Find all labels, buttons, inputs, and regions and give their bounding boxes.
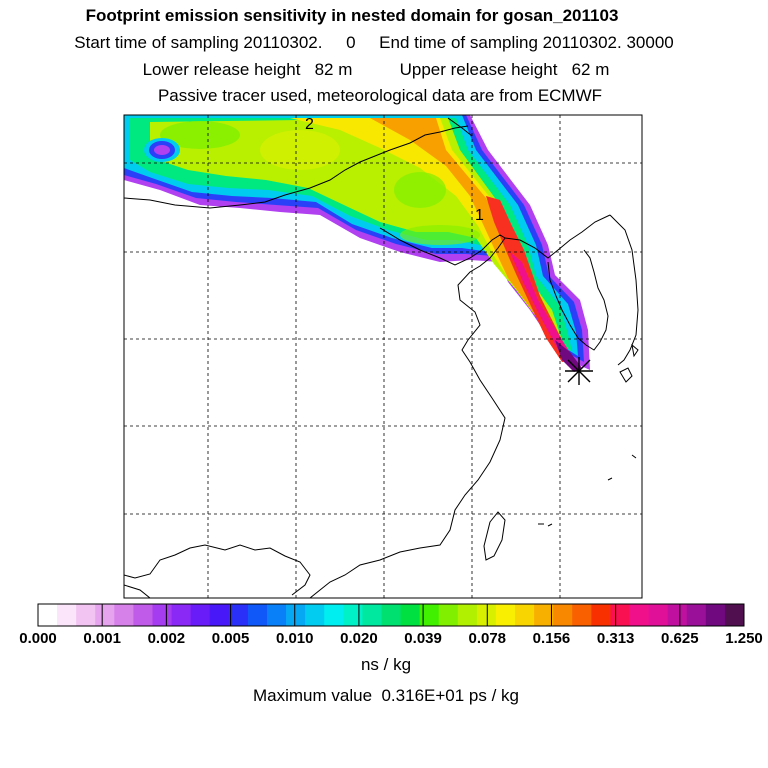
- figure-title: Footprint emission sensitivity in nested…: [85, 6, 619, 25]
- plume-blob: [260, 130, 340, 170]
- receptor-star-icon: [565, 357, 593, 385]
- footprint-plume: [124, 115, 590, 372]
- release-height-line: Lower release height 82 m Upper release …: [142, 60, 610, 79]
- border-line: [447, 117, 473, 137]
- plume-peak-contour: [555, 340, 582, 372]
- colorbar-cell: [667, 604, 688, 626]
- plume-blob: [160, 121, 240, 149]
- colorbar-tick-label: 0.001: [83, 630, 121, 647]
- colorbar: [37, 603, 745, 627]
- colorbar-cell: [419, 604, 440, 626]
- tracer-info-line: Passive tracer used, meteorological data…: [157, 86, 603, 105]
- colorbar-cell: [286, 604, 306, 626]
- small-islands: [538, 454, 637, 527]
- colorbar-tick-label: 1.250: [725, 630, 763, 647]
- colorbar-cell: [457, 604, 478, 626]
- colorbar-cell: [438, 604, 459, 626]
- colorbar-cells: [38, 604, 745, 626]
- southern-border: [124, 544, 311, 596]
- colorbar-cell: [705, 604, 726, 626]
- colorbar-cell: [95, 604, 115, 626]
- maximum-value-label: Maximum value 0.316E+01 ps / kg: [253, 686, 519, 705]
- map-frame: [123, 114, 643, 599]
- colorbar-cell: [572, 604, 592, 626]
- colorbar-cell: [38, 604, 58, 626]
- contour-label-2: 2: [305, 116, 314, 133]
- colorbar-tick-label: 0.156: [532, 630, 571, 647]
- colorbar-tick-label: 0.020: [340, 630, 378, 647]
- colorbar-tick-label: 0.000: [19, 630, 57, 647]
- colorbar-cell: [553, 604, 573, 626]
- colorbar-cell: [76, 604, 96, 626]
- korea-peninsula: [547, 249, 609, 351]
- colorbar-tick-label: 0.002: [147, 630, 186, 647]
- map-grid: [124, 115, 642, 598]
- colorbar-cell: [114, 604, 134, 626]
- plume-magenta-contour: [510, 252, 576, 366]
- taiwan-island: [483, 511, 506, 561]
- hotspot-inner: [154, 145, 170, 155]
- colorbar-cell: [343, 604, 363, 626]
- coastlines: [124, 117, 639, 598]
- colorbar-cell: [362, 604, 382, 626]
- colorbar-cell: [324, 604, 344, 626]
- colorbar-cell: [648, 604, 669, 626]
- china-coast: [309, 227, 506, 598]
- colorbar-cell: [152, 604, 173, 626]
- colorbar-cell: [591, 604, 611, 626]
- colorbar-tick-label: 0.039: [404, 630, 442, 647]
- colorbar-cell: [305, 604, 325, 626]
- colorbar-cell: [515, 604, 535, 626]
- colorbar-cell: [629, 604, 650, 626]
- colorbar-frame: [37, 603, 745, 627]
- border-line: [124, 125, 469, 209]
- colorbar-cell: [57, 604, 77, 626]
- colorbar-cell: [266, 604, 287, 626]
- southern-border: [124, 584, 151, 598]
- colorbar-units: ns / kg: [360, 655, 412, 674]
- colorbar-cell: [247, 604, 268, 626]
- colorbar-tick-label: 0.005: [211, 630, 250, 647]
- colorbar-tick-label: 0.010: [275, 630, 314, 647]
- colorbar-cell: [228, 604, 249, 626]
- colorbar-cell: [534, 604, 554, 626]
- colorbar-cell: [209, 604, 230, 626]
- sampling-time-line: Start time of sampling 20110302. 0 End t…: [74, 33, 674, 52]
- colorbar-cell: [133, 604, 153, 626]
- colorbar-cell: [476, 604, 497, 626]
- plume-blob: [400, 225, 480, 245]
- colorbar-cell: [381, 604, 402, 626]
- colorbar-tick-label: 0.078: [468, 630, 507, 647]
- colorbar-tick-label: 0.625: [661, 630, 699, 647]
- japan-islands: [619, 343, 639, 383]
- colorbar-cell: [724, 604, 745, 626]
- colorbar-cell: [610, 604, 631, 626]
- colorbar-cell: [171, 604, 192, 626]
- colorbar-cell: [400, 604, 421, 626]
- colorbar-cell: [190, 604, 211, 626]
- footprint-map: 2 1: [123, 114, 643, 599]
- colorbar-cell: [495, 604, 516, 626]
- colorbar-cell: [686, 604, 707, 626]
- korea-north-border: [504, 214, 611, 259]
- contour-label-1: 1: [475, 207, 484, 224]
- plume-blob: [394, 172, 446, 208]
- coastline-east: [609, 214, 639, 366]
- colorbar-tick-label: 0.313: [596, 630, 635, 647]
